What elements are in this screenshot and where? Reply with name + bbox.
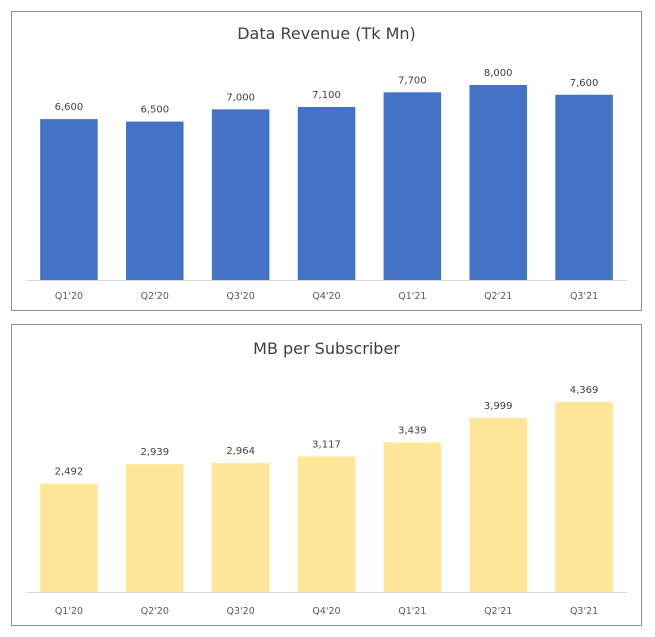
x-tick-label: Q1'21 <box>398 606 426 617</box>
chart-title: MB per Subscriber <box>253 339 400 358</box>
data-label: 7,700 <box>398 75 427 86</box>
x-tick-label: Q1'20 <box>55 606 83 617</box>
bar-Q1'20 <box>40 119 98 281</box>
x-tick-label: Q2'20 <box>141 291 169 302</box>
data-label: 2,939 <box>140 447 169 458</box>
bar-Q2'21 <box>469 418 527 592</box>
x-tick-label: Q3'20 <box>227 606 255 617</box>
bar-Q4'20 <box>297 456 356 592</box>
data-label: 7,100 <box>312 90 341 101</box>
bar-Q3'20 <box>211 109 270 281</box>
x-tick-label: Q2'21 <box>484 606 512 617</box>
data-label: 3,439 <box>398 425 427 436</box>
bar-Q2'21 <box>469 85 527 280</box>
bar-Q2'20 <box>126 464 184 592</box>
data-label: 7,600 <box>570 78 599 89</box>
data-revenue-chart-svg: Data Revenue (Tk Mn) 6,600 Q1'20 6,500 Q2'2… <box>26 24 627 302</box>
bar-Q3'20 <box>211 463 270 592</box>
data-label: 8,000 <box>484 68 513 79</box>
bar-Q1'21 <box>383 442 442 592</box>
chart-title: Data Revenue (Tk Mn) <box>237 24 416 43</box>
x-tick-label: Q4'20 <box>312 291 340 302</box>
bar-Q1'20 <box>40 483 98 592</box>
x-tick-label: Q1'21 <box>398 291 426 302</box>
x-tick-label: Q2'20 <box>141 606 169 617</box>
bar-Q3'21 <box>555 402 613 592</box>
x-tick-label: Q2'21 <box>484 291 512 302</box>
data-revenue-chart: Data Revenue (Tk Mn) 6,600 Q1'20 6,500 Q2'2… <box>11 11 642 311</box>
bar-Q2'20 <box>126 121 184 280</box>
x-tick-label: Q1'20 <box>55 291 83 302</box>
data-label: 4,369 <box>570 385 599 396</box>
data-label: 2,964 <box>226 446 255 457</box>
bar-Q1'21 <box>383 92 442 280</box>
data-label: 6,600 <box>55 102 84 113</box>
data-label: 2,492 <box>55 467 84 478</box>
x-tick-label: Q3'21 <box>570 291 598 302</box>
x-tick-label: Q3'21 <box>570 606 598 617</box>
data-label: 3,117 <box>312 439 341 450</box>
data-label: 7,000 <box>226 92 255 103</box>
mb-per-subscriber-chart: MB per Subscriber 2,492 Q1'20 2,939 Q2'20 2,… <box>11 324 642 626</box>
mb-per-subscriber-chart-svg: MB per Subscriber 2,492 Q1'20 2,939 Q2'20 2,… <box>26 339 627 617</box>
x-tick-label: Q4'20 <box>312 606 340 617</box>
bar-Q4'20 <box>297 106 356 280</box>
data-label: 3,999 <box>484 401 513 412</box>
x-tick-label: Q3'20 <box>227 291 255 302</box>
data-label: 6,500 <box>140 105 169 116</box>
bar-Q3'21 <box>555 94 613 280</box>
